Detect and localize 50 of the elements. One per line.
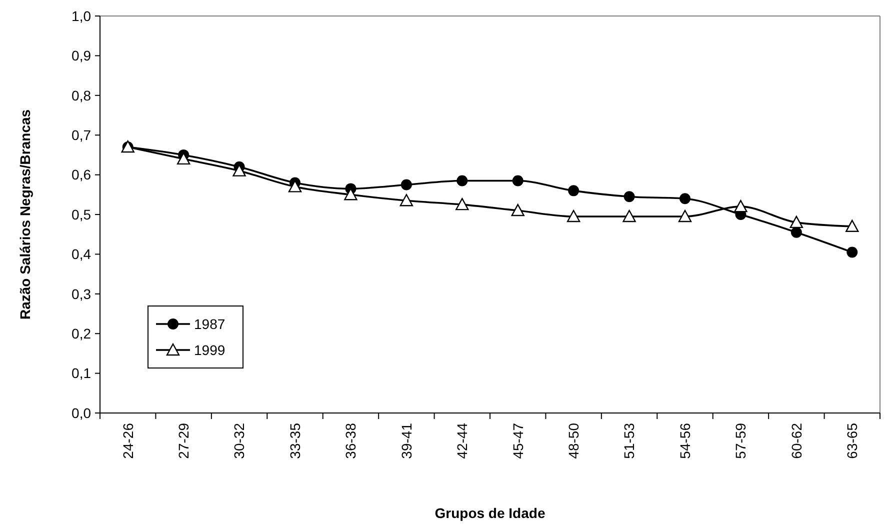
y-tick-label: 0,0 [72,404,92,421]
point [566,210,580,222]
legend-label: 1999 [194,342,226,358]
point [456,198,469,210]
x-tick-label: 30-32 [231,422,248,459]
x-tick-label: 57-59 [732,422,749,459]
y-tick-label: 0,5 [72,206,92,222]
y-tick-label: 0,1 [72,365,92,382]
point [846,220,859,232]
y-tick-label: 0,6 [72,166,92,183]
point [734,200,748,212]
x-axis-title: Grupos de Idade [434,505,546,521]
point [456,175,468,186]
point [680,193,690,204]
point [176,152,190,165]
x-tick-label: 36-38 [342,422,359,459]
y-tick-label: 0,2 [72,326,92,342]
point [568,185,580,196]
y-tick-label: 0,7 [72,127,92,143]
y-tick-label: 0,4 [72,246,92,262]
x-tick-label: 54-56 [676,422,693,459]
point [400,179,412,190]
point [790,226,802,238]
point [512,175,524,186]
point [624,191,635,202]
x-tick-label: 63-65 [844,422,860,459]
point [400,194,414,206]
y-axis-title: Razão Salários Negras/Brancas [17,109,33,320]
y-tick-label: 0,3 [72,286,92,302]
x-tick-label: 45-47 [510,422,526,459]
x-tick-label: 42-44 [454,422,470,459]
point [790,216,804,228]
y-tick-label: 0,8 [72,87,92,104]
point [288,180,302,192]
x-tick-label: 24-26 [120,422,136,459]
x-tick-label: 48-50 [565,422,582,459]
point [511,204,524,216]
y-tick-label: 0,9 [72,48,92,64]
point [846,246,858,258]
point [622,210,636,222]
legend-label: 1987 [194,316,226,332]
y-tick-label: 1,0 [72,8,92,24]
x-tick-label: 39-41 [398,422,414,459]
x-tick-label: 51-53 [621,422,638,459]
x-tick-label: 33-35 [286,422,303,459]
point [344,188,358,200]
x-tick-label: 60-62 [788,422,804,459]
point [232,164,246,176]
x-tick-label: 27-29 [175,422,192,459]
point [678,210,692,222]
